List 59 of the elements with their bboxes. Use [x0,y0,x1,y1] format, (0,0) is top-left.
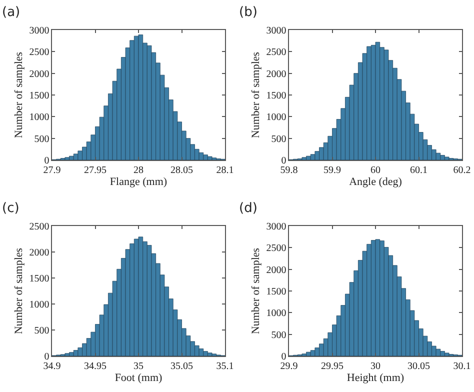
y-tick-label: 3000 [266,222,286,232]
x-tick-label: 27.95 [84,164,106,176]
x-tick-label: 27.9 [43,164,61,176]
x-tick-label: 35.1 [216,360,234,372]
y-tick-label: 2500 [266,47,286,58]
y-tick-label: 0 [281,156,286,166]
y-tick-label: 1000 [29,112,50,124]
y-tick-label: 3000 [266,26,286,36]
x-tick-label: 28.05 [170,164,193,176]
x-tick-label: 30 [370,360,380,372]
x-tick-label: 35.05 [170,360,193,372]
y-tick-label: 1000 [266,112,286,124]
x-axis-title: Angle (deg) [349,176,402,188]
x-tick-label: 60 [370,164,380,176]
y-tick-label: 2500 [29,47,50,58]
y-tick-label: 1500 [29,274,50,284]
x-tick-label: 30.1 [453,360,471,372]
y-tick-label: 1500 [29,90,50,102]
x-tick-label: 35 [134,360,144,372]
x-tick-label: 60.2 [453,164,471,176]
x-tick-label: 60.1 [410,164,428,176]
y-tick-label: 2000 [29,68,50,80]
x-tick-label: 28 [134,164,144,176]
y-tick-label: 500 [271,134,286,145]
x-tick-label: 34.9 [43,360,61,372]
y-tick-label: 2500 [266,243,286,254]
y-tick-label: 2500 [29,222,50,232]
y-tick-label: 1500 [266,286,286,298]
y-tick-label: 1000 [266,308,286,320]
y-axis-title: Number of samples [12,248,25,334]
y-tick-label: 0 [44,156,50,166]
x-tick-label: 28.1 [216,164,234,176]
y-tick-label: 500 [34,134,50,145]
y-tick-label: 0 [281,352,286,362]
text: (d) [239,201,258,216]
x-tick-label: 34.95 [84,360,106,372]
y-tick-label: 0 [44,352,50,362]
x-axis-title: Foot (mm) [114,372,163,384]
y-axis-title: Number of samples [250,52,262,138]
text: (b) [239,5,258,20]
x-tick-label: 59.9 [324,164,341,176]
y-axis-title: Number of samples [250,248,262,334]
y-tick-label: 3000 [29,26,50,36]
x-axis-title: Flange (mm) [110,176,168,188]
x-tick-label: 29.9 [280,360,298,372]
y-tick-label: 500 [271,330,286,341]
y-tick-label: 2000 [266,68,286,80]
text: (a) [2,5,20,20]
y-tick-label: 2000 [266,264,286,276]
y-tick-label: 1500 [266,90,286,102]
y-axis-title: Number of samples [12,52,25,138]
x-tick-label: 29.95 [321,360,344,372]
y-tick-label: 500 [34,326,50,336]
text: (c) [2,201,20,216]
y-tick-label: 1000 [29,300,50,310]
x-tick-label: 59.8 [280,164,298,176]
x-tick-label: 30.05 [408,360,430,372]
x-axis-title: Height (mm) [346,372,404,384]
y-tick-label: 2000 [29,248,50,258]
